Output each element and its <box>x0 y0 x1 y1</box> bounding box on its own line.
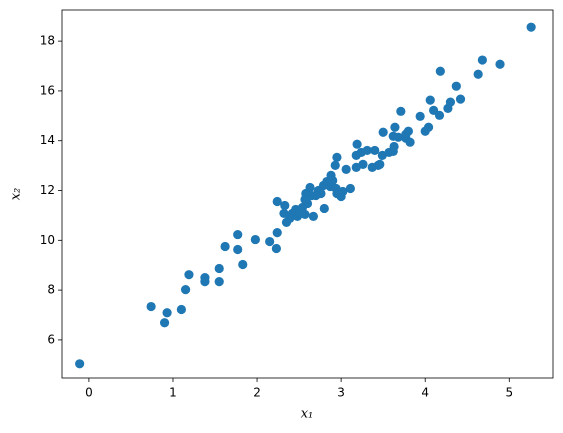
point <box>162 308 172 318</box>
point <box>214 263 224 274</box>
point <box>265 236 275 247</box>
x-tick-label: 1 <box>169 386 177 400</box>
point <box>401 129 411 139</box>
point <box>451 81 461 91</box>
point <box>390 122 400 132</box>
point <box>75 359 85 369</box>
point <box>250 234 260 245</box>
point <box>238 259 248 270</box>
plot-frame <box>61 9 554 379</box>
y-tick-label: 14 <box>40 133 55 147</box>
x-axis-label: x₁ <box>301 407 314 422</box>
point <box>378 127 388 137</box>
point <box>272 227 282 238</box>
point <box>396 106 406 116</box>
point <box>305 182 315 193</box>
x-tick-label: 5 <box>505 386 513 400</box>
x-tick-label: 4 <box>421 386 429 400</box>
point <box>405 137 415 147</box>
point <box>184 270 194 280</box>
point <box>445 97 456 107</box>
point <box>220 241 230 252</box>
point <box>352 139 362 149</box>
point <box>176 304 186 315</box>
y-tick-label: 6 <box>47 332 55 346</box>
point <box>526 22 536 32</box>
point <box>393 132 403 142</box>
point <box>146 301 156 312</box>
point <box>434 110 445 120</box>
point <box>272 196 282 207</box>
point <box>375 159 385 169</box>
y-tick-label: 12 <box>40 183 55 197</box>
point <box>425 95 435 105</box>
point <box>338 186 348 197</box>
point <box>159 318 170 328</box>
point <box>362 145 372 156</box>
point <box>345 183 355 194</box>
point <box>271 243 281 254</box>
point <box>233 229 243 240</box>
point <box>214 277 224 287</box>
point <box>495 59 505 69</box>
point <box>435 66 445 76</box>
point <box>280 200 290 211</box>
point <box>370 145 380 156</box>
point <box>300 209 310 220</box>
point <box>300 194 310 205</box>
x-tick-label: 0 <box>85 386 93 400</box>
point <box>328 175 338 186</box>
point <box>308 211 318 222</box>
point <box>388 146 398 157</box>
y-axis-label: x₂ <box>9 188 24 201</box>
y-tick-label: 8 <box>47 283 55 297</box>
point <box>415 111 425 121</box>
point <box>423 122 434 132</box>
point <box>455 94 466 104</box>
y-tick-label: 10 <box>40 233 55 247</box>
point <box>319 203 329 214</box>
y-tick-label: 16 <box>40 83 55 97</box>
point <box>332 152 342 162</box>
point <box>180 285 191 295</box>
point <box>200 277 210 287</box>
y-tick-label: 18 <box>40 34 55 48</box>
point <box>311 190 321 201</box>
point <box>477 55 487 65</box>
point <box>341 164 351 174</box>
point <box>233 244 243 255</box>
x-tick-label: 3 <box>337 386 345 400</box>
point <box>330 160 340 170</box>
x-tick-label: 2 <box>253 386 261 400</box>
point <box>473 69 483 79</box>
point <box>358 159 368 169</box>
